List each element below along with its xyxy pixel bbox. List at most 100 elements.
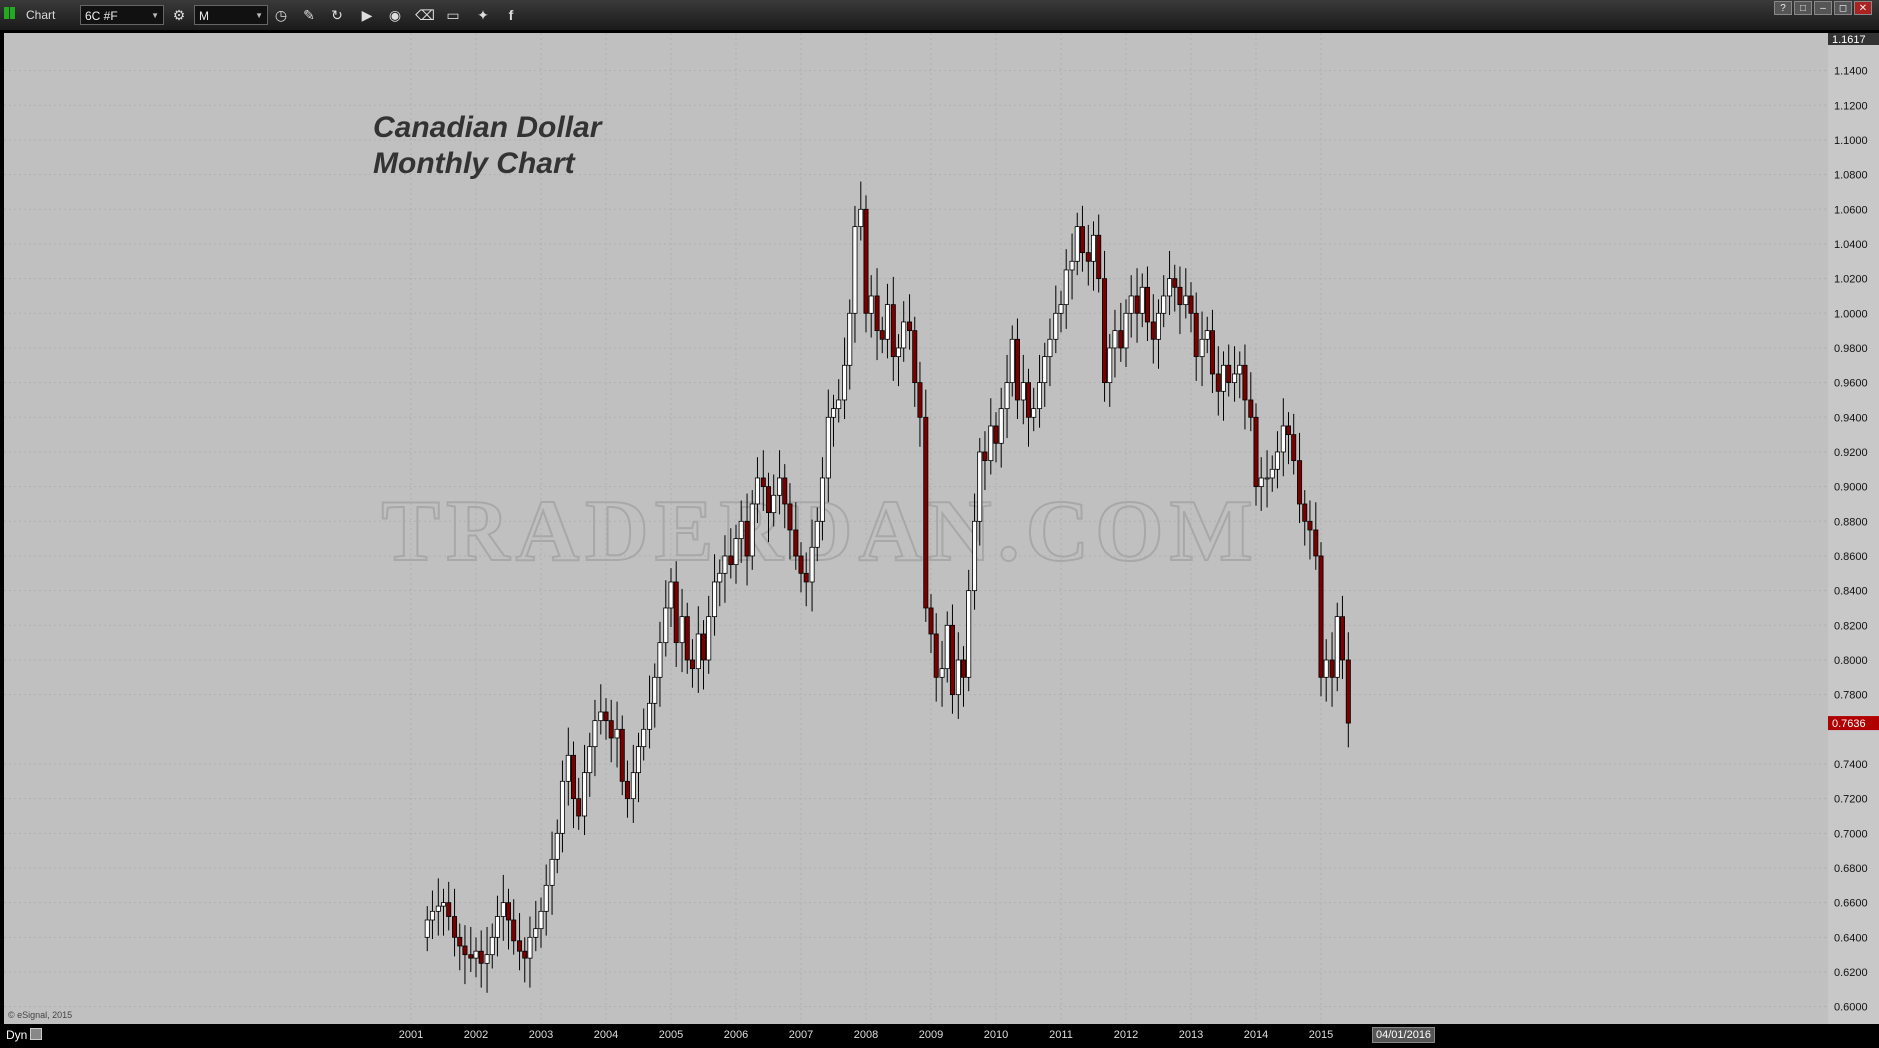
chart-title-line2: Monthly Chart xyxy=(373,147,577,180)
alert-icon[interactable]: ◉ xyxy=(388,7,402,23)
y-tick-label: 0.9600 xyxy=(1834,378,1868,390)
y-tick-label: 1.1400 xyxy=(1834,66,1868,78)
candle-down xyxy=(1079,226,1085,254)
y-tick-label: 1.1000 xyxy=(1834,135,1868,147)
candle-down xyxy=(961,659,967,678)
candle-down xyxy=(468,954,474,959)
candle-up xyxy=(652,676,658,704)
candle-down xyxy=(928,607,934,635)
maximize-button[interactable]: ◻ xyxy=(1834,1,1852,15)
current-price-label: 0.7636 xyxy=(1832,718,1866,730)
candle-down xyxy=(624,780,630,800)
candle-down xyxy=(917,382,923,418)
facebook-icon[interactable]: f xyxy=(508,7,514,23)
y-tick-label: 1.0800 xyxy=(1834,170,1868,182)
candle-down xyxy=(760,477,766,488)
comment-icon[interactable]: ▭ xyxy=(446,7,460,23)
close-button[interactable]: ✕ xyxy=(1854,1,1872,15)
candle-up xyxy=(1107,347,1113,384)
x-tick-label: 2007 xyxy=(788,1029,814,1041)
candle-up xyxy=(847,312,853,366)
pencil-icon[interactable]: ✎ xyxy=(303,7,315,23)
candle-down xyxy=(874,295,880,332)
candle-up xyxy=(1204,330,1210,340)
candle-up xyxy=(1167,278,1173,297)
candle-down xyxy=(689,659,695,670)
y-tick-label: 0.9400 xyxy=(1834,412,1868,424)
candle-up xyxy=(955,659,961,696)
y-tick-label: 0.8200 xyxy=(1834,620,1868,632)
candle-up xyxy=(473,950,479,959)
candle-down xyxy=(478,950,484,964)
candle-down xyxy=(1302,503,1308,522)
candle-up xyxy=(598,711,604,722)
scale-toggle-icon[interactable] xyxy=(30,1028,42,1040)
y-tick-label: 0.9800 xyxy=(1834,343,1868,355)
candles xyxy=(424,181,1351,993)
candle-down xyxy=(798,555,804,574)
eraser-icon[interactable]: ⌫ xyxy=(415,7,435,23)
candle-up xyxy=(440,902,446,907)
candle-up xyxy=(939,668,945,678)
candle-up xyxy=(1020,382,1026,401)
help-button[interactable]: ? xyxy=(1774,1,1792,15)
candle-up xyxy=(1058,304,1064,314)
candle-down xyxy=(787,503,793,531)
candle-up xyxy=(533,928,539,938)
candle-up xyxy=(842,364,848,401)
interval-select[interactable]: M ▼ xyxy=(194,5,268,25)
x-tick-label: 2011 xyxy=(1049,1029,1073,1041)
candle-up xyxy=(549,858,555,886)
candle-up xyxy=(559,780,565,834)
candle-down xyxy=(452,916,458,938)
candle-up xyxy=(1063,269,1069,306)
candle-up xyxy=(809,546,815,583)
dyn-label[interactable]: Dyn xyxy=(6,1028,28,1042)
restore-small-button[interactable]: □ xyxy=(1794,1,1812,15)
cycle-icon[interactable]: ↻ xyxy=(331,7,343,23)
symbol-input[interactable]: 6C #F ▼ xyxy=(80,5,164,25)
candle-up xyxy=(679,616,685,644)
candle-down xyxy=(1144,286,1150,323)
x-tick-label: 2001 xyxy=(398,1029,424,1041)
clock-icon[interactable]: ◷ xyxy=(274,7,288,23)
candle-down xyxy=(1118,330,1124,349)
candle-up xyxy=(884,304,890,340)
candle-up xyxy=(647,702,653,730)
y-tick-label: 0.8800 xyxy=(1834,516,1868,528)
x-tick-label: 2005 xyxy=(658,1029,684,1041)
candle-up xyxy=(494,916,500,938)
minimize-button[interactable]: – xyxy=(1814,1,1832,15)
chart-title-line1: Canadian Dollar xyxy=(373,111,604,144)
price-chart[interactable]: TRADERDAN.COM 0.60000.62000.64000.66000.… xyxy=(0,30,1879,1024)
copyright-text: © eSignal, 2015 xyxy=(8,1010,72,1020)
candle-up xyxy=(1221,364,1227,392)
candle-down xyxy=(571,754,577,800)
candle-up xyxy=(429,910,435,921)
candle-down xyxy=(1014,338,1020,401)
candle-up xyxy=(1047,338,1053,358)
x-tick-label: 2009 xyxy=(918,1029,944,1041)
candle-down xyxy=(446,902,452,917)
y-tick-label: 0.6600 xyxy=(1834,898,1868,910)
x-tick-label: 2008 xyxy=(853,1029,879,1041)
candle-up xyxy=(814,520,820,548)
play-icon[interactable]: ▶ xyxy=(361,7,373,23)
candle-up xyxy=(641,728,647,748)
candle-up xyxy=(1280,425,1286,453)
x-tick-label: 2002 xyxy=(463,1029,489,1041)
candle-up xyxy=(1258,477,1264,488)
candle-up xyxy=(977,451,983,522)
twitter-icon[interactable]: ✦ xyxy=(477,7,489,23)
y-tick-label: 1.1200 xyxy=(1834,100,1868,112)
x-tick-label: 2012 xyxy=(1113,1029,1139,1041)
candle-up xyxy=(901,321,907,349)
y-tick-label: 0.9000 xyxy=(1834,482,1868,494)
candle-down xyxy=(1150,321,1156,340)
y-tick-label: 1.0000 xyxy=(1834,308,1868,320)
plot-area xyxy=(4,33,1828,1024)
candle-up xyxy=(489,936,495,956)
y-tick-label: 0.8400 xyxy=(1834,586,1868,598)
settings-icon[interactable]: ⚙ xyxy=(172,7,186,23)
candle-down xyxy=(1253,416,1259,488)
